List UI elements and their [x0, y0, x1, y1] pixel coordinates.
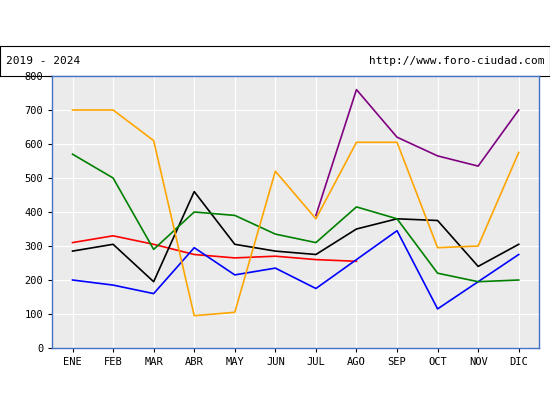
Text: 2019 - 2024: 2019 - 2024	[6, 56, 80, 66]
Text: Evolucion Nº Turistas Nacionales en el municipio de Jamilena: Evolucion Nº Turistas Nacionales en el m…	[52, 16, 498, 30]
Text: http://www.foro-ciudad.com: http://www.foro-ciudad.com	[369, 56, 544, 66]
